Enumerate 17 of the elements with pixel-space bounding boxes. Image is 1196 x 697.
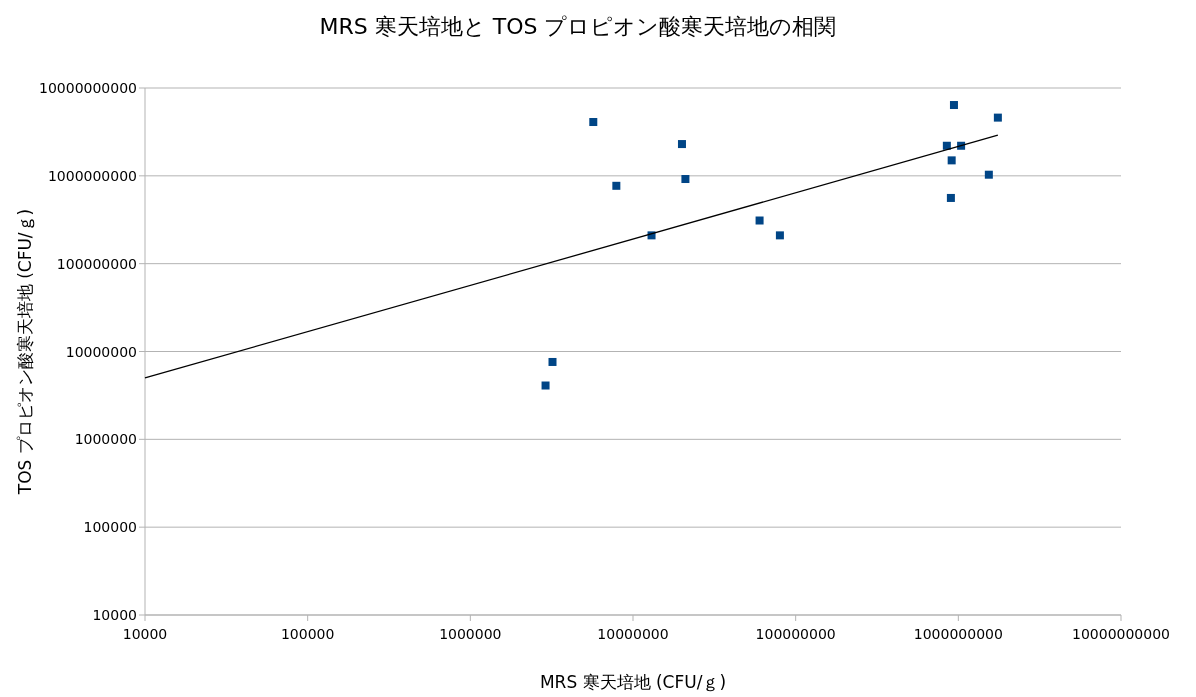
x-tick-label: 10000 (122, 626, 168, 642)
x-tick-label: 1000000000 (913, 626, 1003, 642)
x-axis-title: MRS 寒天培地 (CFU/ｇ) (539, 672, 727, 692)
chart-title: MRS 寒天培地と TOS プロピオン酸寒天培地の相関 (319, 14, 837, 39)
x-tick-label: 100000 (280, 626, 335, 642)
y-tick-label: 1000000000 (47, 167, 137, 184)
x-tick-label: 100000000 (755, 626, 836, 642)
y-tick-label: 100000000 (56, 255, 137, 272)
y-axis-title: TOS プロピオン酸寒天培地 (CFU/ｇ) (15, 208, 35, 496)
y-tick-label: 10000000000 (39, 80, 137, 96)
x-tick-label: 10000000000 (1072, 626, 1170, 642)
y-tick-label: 10000000 (65, 343, 137, 360)
y-tick-label: 10000 (92, 607, 137, 623)
x-tick-label: 10000000 (597, 626, 669, 642)
y-tick-label: 1000000 (74, 431, 137, 448)
x-tick-label: 1000000 (439, 626, 502, 642)
y-tick-label: 100000 (83, 519, 137, 536)
